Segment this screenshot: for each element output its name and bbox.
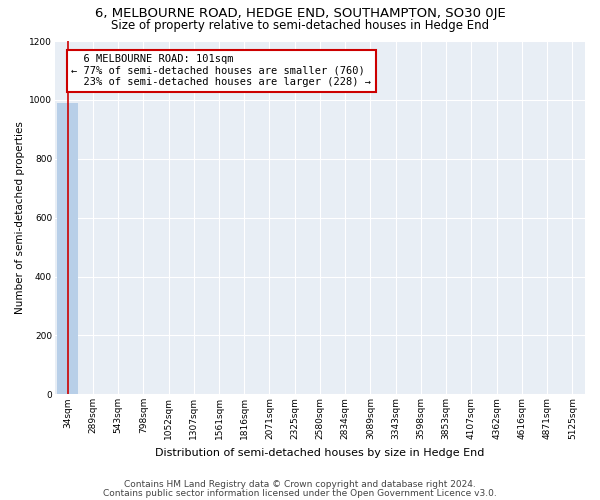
X-axis label: Distribution of semi-detached houses by size in Hedge End: Distribution of semi-detached houses by … [155,448,485,458]
Text: 6, MELBOURNE ROAD, HEDGE END, SOUTHAMPTON, SO30 0JE: 6, MELBOURNE ROAD, HEDGE END, SOUTHAMPTO… [95,8,505,20]
Y-axis label: Number of semi-detached properties: Number of semi-detached properties [15,121,25,314]
Bar [57,104,78,395]
Text: Contains public sector information licensed under the Open Government Licence v3: Contains public sector information licen… [103,488,497,498]
Text: Size of property relative to semi-detached houses in Hedge End: Size of property relative to semi-detach… [111,19,489,32]
Text: 6 MELBOURNE ROAD: 101sqm
← 77% of semi-detached houses are smaller (760)
  23% o: 6 MELBOURNE ROAD: 101sqm ← 77% of semi-d… [71,54,371,88]
Text: Contains HM Land Registry data © Crown copyright and database right 2024.: Contains HM Land Registry data © Crown c… [124,480,476,489]
